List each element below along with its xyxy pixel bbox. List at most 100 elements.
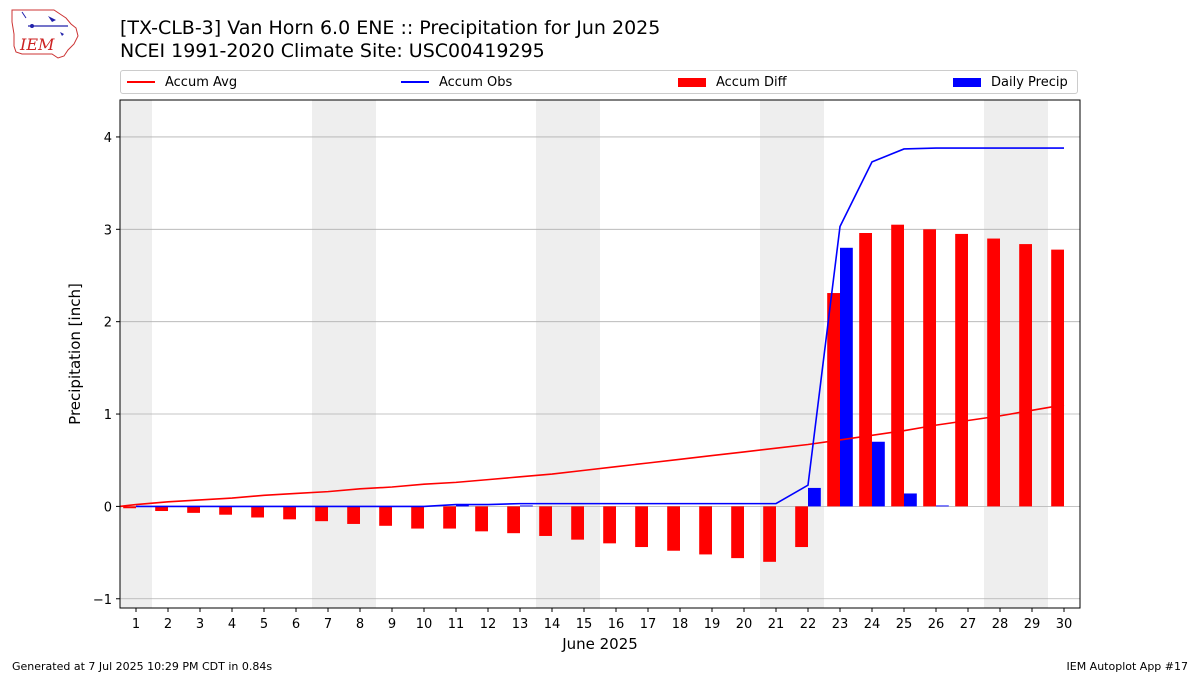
accum-diff-bar-18 xyxy=(667,506,680,551)
lines xyxy=(119,147,1065,508)
legend-accum-obs-swatch xyxy=(401,81,429,83)
chart-subtitle: NCEI 1991-2020 Climate Site: USC00419295 xyxy=(120,40,545,62)
legend-accum-avg-label: Accum Avg xyxy=(165,74,238,90)
y-gridlines xyxy=(120,136,1080,600)
accum-avg-line xyxy=(119,404,1065,508)
x-tick-label-2: 2 xyxy=(164,617,172,632)
accum-diff-bar-10 xyxy=(411,506,424,529)
legend-accum-diff: Accum Diff xyxy=(678,71,787,93)
daily-precip-bar-24 xyxy=(872,441,885,507)
legend: Accum Avg Accum Obs Accum Diff Daily Pre… xyxy=(120,70,1078,94)
x-tick-label-19: 19 xyxy=(704,617,721,632)
x-tick-label-1: 1 xyxy=(132,617,140,632)
x-tick-label-15: 15 xyxy=(576,617,593,632)
x-tick-label-20: 20 xyxy=(736,617,753,632)
accum-diff-bar-1 xyxy=(123,506,136,509)
y-tick-label-3: 3 xyxy=(104,223,112,238)
x-tick-label-11: 11 xyxy=(448,617,465,632)
legend-accum-obs-label: Accum Obs xyxy=(439,74,513,90)
weekend-shade-4 xyxy=(984,100,1048,608)
accum-diff-bar-4 xyxy=(219,506,232,515)
legend-accum-obs: Accum Obs xyxy=(401,71,512,93)
weekend-shade-3 xyxy=(760,100,824,608)
daily-precip-bar-11 xyxy=(456,504,469,507)
accum-diff-bar-14 xyxy=(539,506,552,536)
legend-accum-avg: Accum Avg xyxy=(127,71,237,93)
accum-diff-bar-9 xyxy=(379,506,392,526)
y-tick-label-1: 1 xyxy=(104,408,112,423)
x-tick-label-4: 4 xyxy=(228,617,236,632)
accum-diff-bar-11 xyxy=(443,506,456,529)
y-tick-label-2: 2 xyxy=(104,316,112,331)
weekend-shade-0 xyxy=(120,100,152,608)
legend-daily-precip-swatch xyxy=(953,77,981,87)
daily-precip-bar-26 xyxy=(936,505,949,507)
x-tick-label-28: 28 xyxy=(992,617,1009,632)
bars xyxy=(123,224,1064,562)
x-tick-label-26: 26 xyxy=(928,617,945,632)
x-tick-label-29: 29 xyxy=(1024,617,1041,632)
y-tick-label-0: 0 xyxy=(104,500,112,515)
x-tick-label-27: 27 xyxy=(960,617,977,632)
accum-diff-bar-22 xyxy=(795,506,808,548)
accum-diff-bar-27 xyxy=(955,233,968,507)
x-tick-label-12: 12 xyxy=(480,617,497,632)
x-tick-label-17: 17 xyxy=(640,617,657,632)
accum-obs-line xyxy=(136,147,1064,508)
accum-diff-bar-20 xyxy=(731,506,744,559)
x-tick-label-14: 14 xyxy=(544,617,561,632)
x-tick-label-3: 3 xyxy=(196,617,204,632)
accum-diff-bar-24 xyxy=(859,233,872,507)
accum-diff-bar-28 xyxy=(987,238,1000,507)
accum-diff-bar-16 xyxy=(603,506,616,544)
x-tick-label-18: 18 xyxy=(672,617,689,632)
accum-diff-bar-19 xyxy=(699,506,712,555)
accum-diff-bar-3 xyxy=(187,506,200,513)
legend-daily-precip-label: Daily Precip xyxy=(991,74,1068,90)
x-tick-label-25: 25 xyxy=(896,617,913,632)
daily-precip-bar-22 xyxy=(808,487,821,507)
accum-diff-bar-8 xyxy=(347,506,360,524)
y-tick-label-4: 4 xyxy=(104,131,112,146)
footer-app-id: IEM Autoplot App #17 xyxy=(1066,660,1189,673)
x-tick-label-22: 22 xyxy=(800,617,817,632)
chart-title: [TX-CLB-3] Van Horn 6.0 ENE :: Precipita… xyxy=(120,17,661,39)
accum-diff-bar-12 xyxy=(475,506,488,532)
accum-diff-bar-13 xyxy=(507,506,520,534)
y-tick-label--1: −1 xyxy=(93,593,112,608)
x-tick-label-8: 8 xyxy=(356,617,364,632)
weekend-shade-2 xyxy=(536,100,600,608)
logo-text: IEM xyxy=(19,35,55,54)
y-axis-label: Precipitation [inch] xyxy=(66,283,84,425)
iem-logo: IEM xyxy=(11,9,79,59)
legend-accum-diff-swatch xyxy=(678,77,706,87)
x-tick-label-5: 5 xyxy=(260,617,268,632)
accum-diff-bar-5 xyxy=(251,506,264,518)
accum-diff-bar-23 xyxy=(827,293,840,507)
x-tick-label-13: 13 xyxy=(512,617,529,632)
accum-diff-bar-6 xyxy=(283,506,296,520)
accum-diff-bar-7 xyxy=(315,506,328,522)
weekend-shading xyxy=(120,100,1048,608)
accum-diff-bar-30 xyxy=(1051,249,1064,507)
accum-diff-bar-15 xyxy=(571,506,584,540)
x-tick-label-30: 30 xyxy=(1056,617,1073,632)
daily-precip-bar-25 xyxy=(904,493,917,507)
footer-generated: Generated at 7 Jul 2025 10:29 PM CDT in … xyxy=(12,660,273,673)
accum-diff-bar-2 xyxy=(155,506,168,512)
x-tick-label-6: 6 xyxy=(292,617,300,632)
accum-diff-bar-26 xyxy=(923,229,936,507)
x-tick-label-10: 10 xyxy=(416,617,433,632)
plot-frame xyxy=(119,99,1081,609)
weekend-shade-1 xyxy=(312,100,376,608)
x-tick-label-9: 9 xyxy=(388,617,396,632)
legend-daily-precip: Daily Precip xyxy=(953,71,1068,93)
accum-diff-bar-17 xyxy=(635,506,648,548)
accum-diff-bar-21 xyxy=(763,506,776,562)
daily-precip-bar-13 xyxy=(520,505,533,507)
legend-accum-diff-label: Accum Diff xyxy=(716,74,787,90)
legend-accum-avg-swatch xyxy=(127,81,155,83)
accum-diff-bar-25 xyxy=(891,224,904,507)
